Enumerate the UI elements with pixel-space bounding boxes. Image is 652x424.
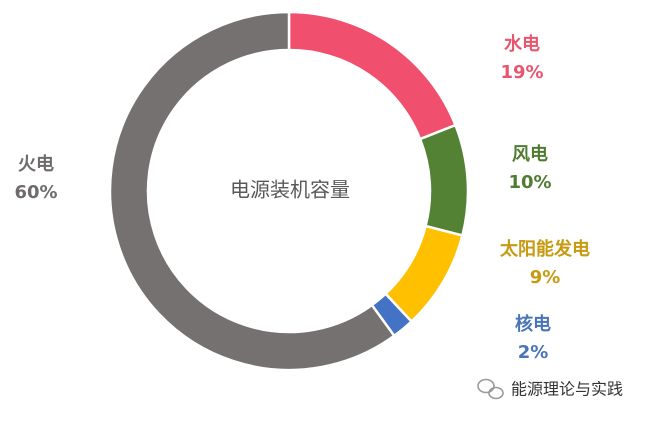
slice-value-label: 10% bbox=[508, 172, 551, 193]
slice-label: 水电 bbox=[504, 33, 540, 55]
donut-slice bbox=[287, 10, 458, 141]
slice-value-label: 60% bbox=[14, 182, 57, 203]
slice-label: 火电 bbox=[18, 153, 54, 175]
slice-value-label: 2% bbox=[518, 342, 549, 363]
watermark-icon bbox=[477, 378, 504, 400]
chart-title: 电源装机容量 bbox=[230, 178, 350, 202]
donut-slice bbox=[108, 10, 396, 372]
slice-label: 核电 bbox=[515, 313, 551, 335]
slice-value-label: 19% bbox=[500, 62, 543, 83]
slice-label: 太阳能发电 bbox=[500, 238, 590, 260]
slice-value-label: 9% bbox=[530, 267, 561, 288]
watermark: 能源理论与实践 bbox=[511, 380, 623, 399]
donut-slice bbox=[418, 123, 470, 238]
slice-label: 风电 bbox=[512, 143, 548, 165]
